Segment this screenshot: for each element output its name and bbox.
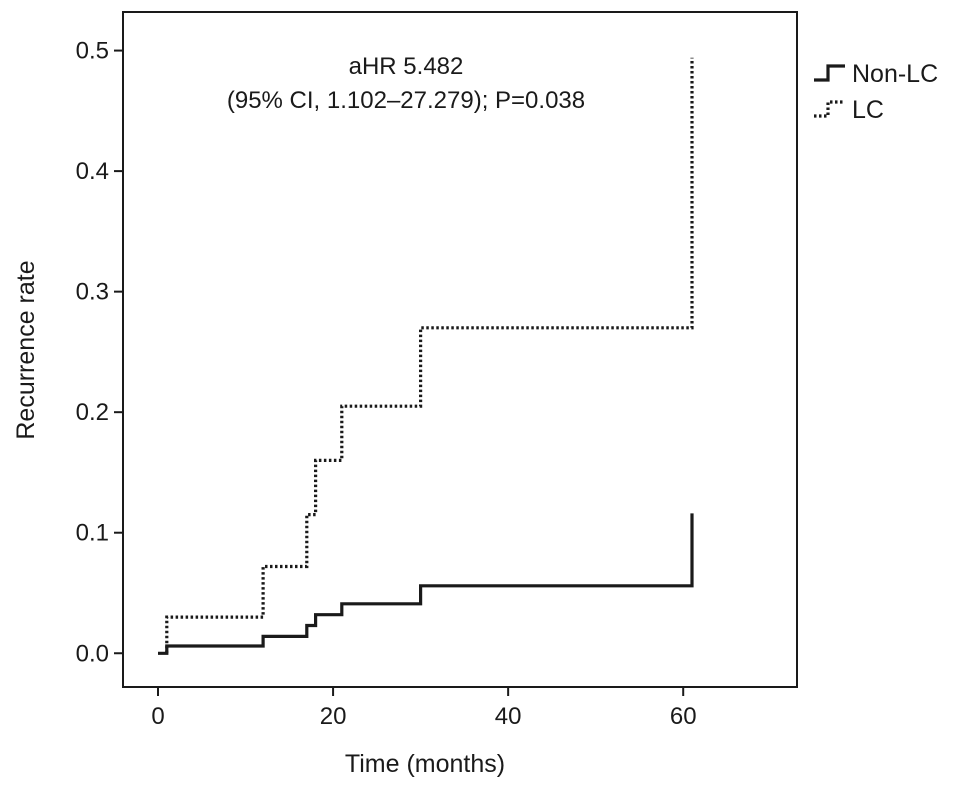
x-tick-label: 20 [320,703,347,730]
x-tick-label: 40 [495,703,522,730]
series-line-lc [165,57,694,654]
y-tick-label: 0.1 [76,520,109,547]
annotation-line-1: aHR 5.482 [349,53,464,80]
y-axis-title: Recurrence rate [12,260,40,439]
plot-frame [122,11,798,688]
y-axis: 0.0 0.1 0.2 0.3 0.4 0.5 [76,38,123,667]
y-tick-label: 0.3 [76,279,109,306]
legend-label-non-lc: Non-LC [852,60,938,88]
y-tick-label: 0.5 [76,38,109,65]
x-axis: 0 20 40 60 [151,687,697,730]
legend-label-lc: LC [852,96,884,124]
x-tick-label: 0 [151,703,164,730]
y-tick-label: 0.4 [76,158,109,185]
series-layer [158,57,694,655]
y-tick-label: 0.2 [76,399,109,426]
annotation-line-2: (95% CI, 1.102–27.279); P=0.038 [227,87,585,114]
y-tick-label: 0.0 [76,640,109,667]
series-line-non-lc [158,513,694,655]
x-axis-title: Time (months) [345,750,505,778]
x-tick-label: 60 [670,703,697,730]
legend-swatch-lc [814,100,845,118]
legend-swatch-non-lc [814,64,845,82]
legend: Non-LC LC [814,60,938,124]
